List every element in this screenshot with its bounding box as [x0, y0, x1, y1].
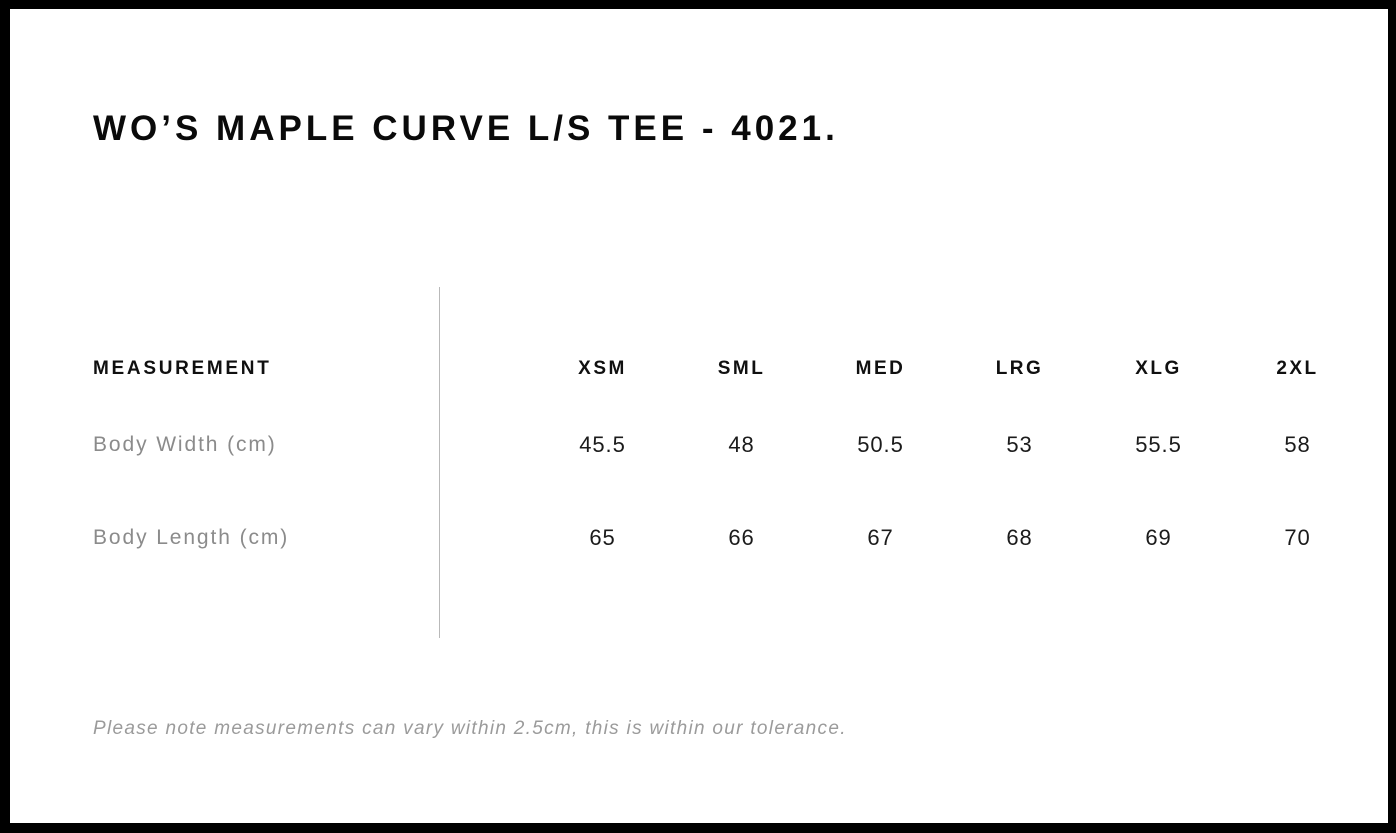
column-divider [439, 287, 440, 638]
column-header-sml: SML [717, 358, 766, 379]
cell-body-width-lrg: 53 [1006, 431, 1033, 457]
border-right [1388, 0, 1396, 833]
cell-body-length-lrg: 68 [1006, 524, 1033, 550]
column-header-2xl: 2XL [1276, 358, 1319, 379]
border-bottom [0, 823, 1396, 833]
column-header-med: MED [855, 358, 906, 379]
cell-body-width-sml: 48 [728, 431, 755, 457]
cell-body-length-sml: 66 [728, 524, 755, 550]
table-header-row: MEASUREMENT XSM SML MED LRG XLG 2XL [93, 340, 1367, 398]
table-row: Body Width (cm) 45.5 48 50.5 53 55.5 58 [93, 398, 1367, 491]
border-top [0, 0, 1396, 9]
size-chart-table-wrapper: MEASUREMENT XSM SML MED LRG XLG 2XL Body… [93, 340, 1316, 584]
cell-body-width-xlg: 55.5 [1135, 431, 1182, 457]
cell-body-width-med: 50.5 [857, 431, 904, 457]
border-left [0, 0, 10, 833]
column-header-lrg: LRG [995, 358, 1044, 379]
table-row: Body Length (cm) 65 66 67 68 69 70 [93, 491, 1367, 584]
cell-body-width-2xl: 58 [1284, 431, 1311, 457]
cell-body-length-xsm: 65 [589, 524, 616, 550]
page-title: WO’S MAPLE CURVE L/S TEE - 4021. [93, 109, 839, 148]
cell-body-length-2xl: 70 [1284, 524, 1311, 550]
cell-body-width-xsm: 45.5 [579, 431, 626, 457]
row-label-body-width: Body Width (cm) [93, 432, 277, 456]
column-header-xsm: XSM [578, 358, 627, 379]
size-chart-table: MEASUREMENT XSM SML MED LRG XLG 2XL Body… [93, 340, 1367, 584]
column-header-xlg: XLG [1135, 358, 1182, 379]
cell-body-length-med: 67 [867, 524, 894, 550]
row-label-body-length: Body Length (cm) [93, 525, 290, 549]
cell-body-length-xlg: 69 [1145, 524, 1172, 550]
column-header-measurement: MEASUREMENT [93, 358, 272, 379]
tolerance-note: Please note measurements can vary within… [93, 718, 847, 739]
